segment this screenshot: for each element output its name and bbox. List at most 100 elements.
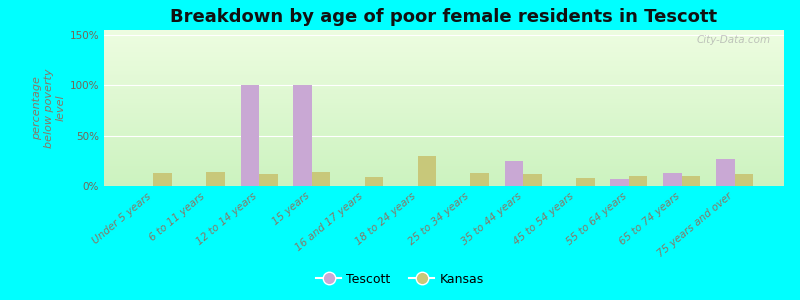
Bar [104, 158, 784, 160]
Bar [104, 74, 784, 75]
Bar [104, 142, 784, 144]
Bar [104, 41, 784, 43]
Bar [104, 94, 784, 95]
Bar [104, 95, 784, 97]
Bar [663, 173, 682, 186]
Bar [104, 53, 784, 55]
Bar [104, 63, 784, 64]
Bar [206, 172, 225, 186]
Bar [104, 97, 784, 99]
Bar [104, 172, 784, 173]
Bar [104, 184, 784, 186]
Bar [523, 174, 542, 186]
Bar [104, 141, 784, 142]
Bar [104, 70, 784, 72]
Bar [104, 127, 784, 128]
Bar [104, 92, 784, 94]
Bar [104, 180, 784, 181]
Bar [104, 47, 784, 49]
Bar [104, 61, 784, 63]
Bar [104, 52, 784, 53]
Bar [505, 161, 523, 186]
Bar [104, 58, 784, 60]
Bar [104, 36, 784, 38]
Bar [470, 173, 489, 186]
Bar [104, 146, 784, 147]
Bar [259, 174, 278, 186]
Bar [104, 78, 784, 80]
Bar [104, 113, 784, 114]
Bar [104, 170, 784, 172]
Bar [104, 166, 784, 167]
Bar [104, 138, 784, 139]
Bar [312, 172, 330, 186]
Bar [104, 80, 784, 82]
Bar [104, 164, 784, 166]
Bar [104, 46, 784, 47]
Bar [418, 156, 436, 186]
Bar [104, 178, 784, 180]
Bar [104, 72, 784, 74]
Bar [104, 152, 784, 153]
Bar [629, 176, 647, 186]
Bar [104, 124, 784, 125]
Bar [104, 43, 784, 44]
Y-axis label: percentage
below poverty
level: percentage below poverty level [32, 68, 66, 148]
Bar [104, 153, 784, 155]
Bar [104, 117, 784, 119]
Bar [104, 136, 784, 138]
Bar [104, 144, 784, 146]
Bar [104, 110, 784, 111]
Bar [716, 159, 734, 186]
Bar [104, 163, 784, 164]
Bar [104, 60, 784, 61]
Bar [104, 111, 784, 113]
Bar [154, 173, 172, 186]
Title: Breakdown by age of poor female residents in Tescott: Breakdown by age of poor female resident… [170, 8, 718, 26]
Bar [104, 68, 784, 69]
Bar [104, 103, 784, 105]
Bar [104, 35, 784, 36]
Bar [104, 116, 784, 117]
Bar [734, 174, 753, 186]
Bar [241, 85, 259, 186]
Bar [104, 155, 784, 156]
Bar [104, 91, 784, 92]
Bar [104, 38, 784, 39]
Bar [104, 177, 784, 178]
Bar [104, 131, 784, 133]
Bar [104, 88, 784, 89]
Bar [104, 150, 784, 152]
Bar [104, 33, 784, 35]
Bar [104, 82, 784, 83]
Bar [104, 122, 784, 124]
Bar [104, 49, 784, 50]
Bar [104, 183, 784, 184]
Bar [104, 32, 784, 33]
Bar [104, 85, 784, 86]
Bar [365, 177, 383, 186]
Bar [104, 108, 784, 110]
Bar [104, 173, 784, 175]
Bar [576, 178, 594, 186]
Bar [104, 39, 784, 41]
Bar [104, 69, 784, 70]
Bar [104, 56, 784, 58]
Bar [104, 133, 784, 134]
Bar [104, 100, 784, 102]
Bar [104, 130, 784, 131]
Bar [104, 89, 784, 91]
Bar [104, 83, 784, 85]
Bar [104, 44, 784, 46]
Bar [104, 128, 784, 130]
Bar [104, 75, 784, 77]
Bar [104, 55, 784, 56]
Bar [104, 167, 784, 169]
Bar [104, 106, 784, 108]
Bar [104, 64, 784, 66]
Bar [104, 161, 784, 163]
Bar [104, 147, 784, 148]
Text: City-Data.com: City-Data.com [696, 35, 770, 45]
Bar [104, 30, 784, 31]
Bar [104, 156, 784, 158]
